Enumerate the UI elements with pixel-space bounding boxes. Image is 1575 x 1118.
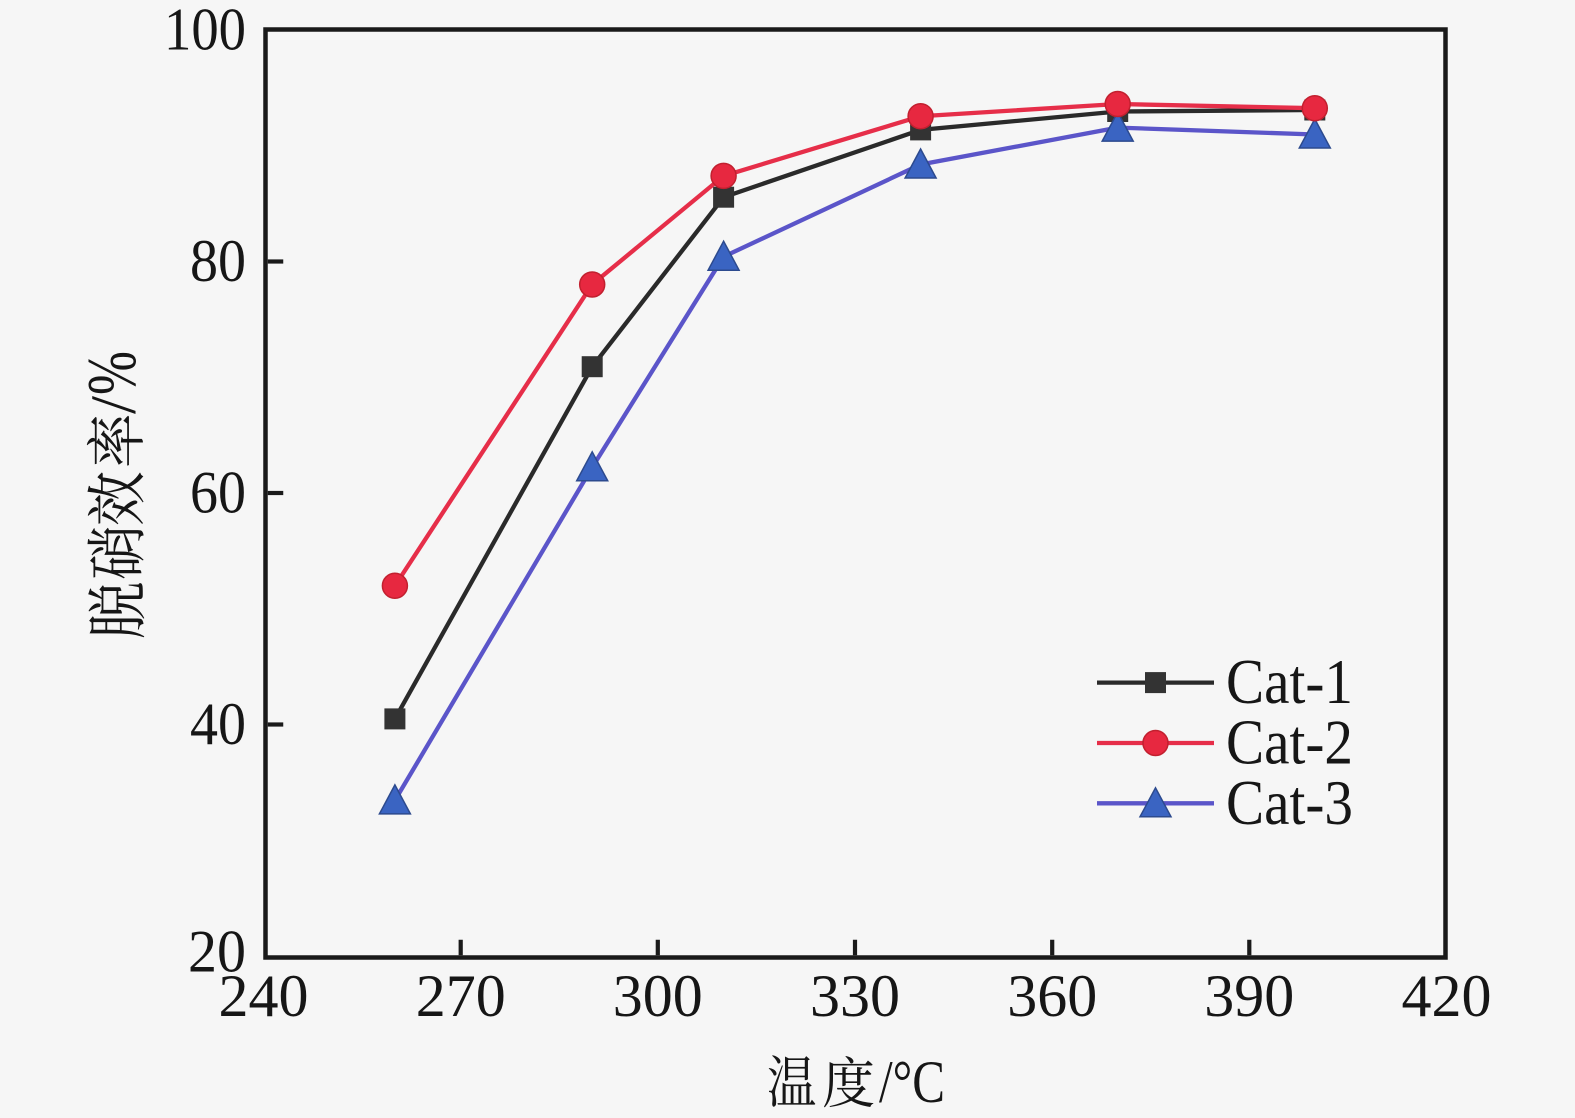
svg-text:300: 300: [613, 963, 703, 1029]
svg-text:Cat-3: Cat-3: [1226, 768, 1353, 838]
svg-text:Cat-1: Cat-1: [1226, 647, 1353, 717]
svg-text:60: 60: [190, 460, 246, 526]
svg-text:390: 390: [1204, 963, 1294, 1029]
svg-text:330: 330: [810, 963, 900, 1029]
svg-text:80: 80: [190, 228, 246, 294]
svg-text:100: 100: [164, 0, 246, 63]
svg-text:/°C: /°C: [879, 1049, 945, 1115]
svg-text:240: 240: [219, 963, 309, 1029]
svg-text:360: 360: [1007, 963, 1097, 1029]
svg-text:40: 40: [190, 691, 246, 757]
svg-text:/: /: [78, 395, 150, 414]
svg-text:270: 270: [416, 963, 506, 1029]
svg-text:20: 20: [188, 919, 246, 985]
svg-text:Cat-2: Cat-2: [1226, 708, 1353, 778]
svg-text:%: %: [74, 351, 151, 395]
svg-text:420: 420: [1402, 963, 1492, 1029]
